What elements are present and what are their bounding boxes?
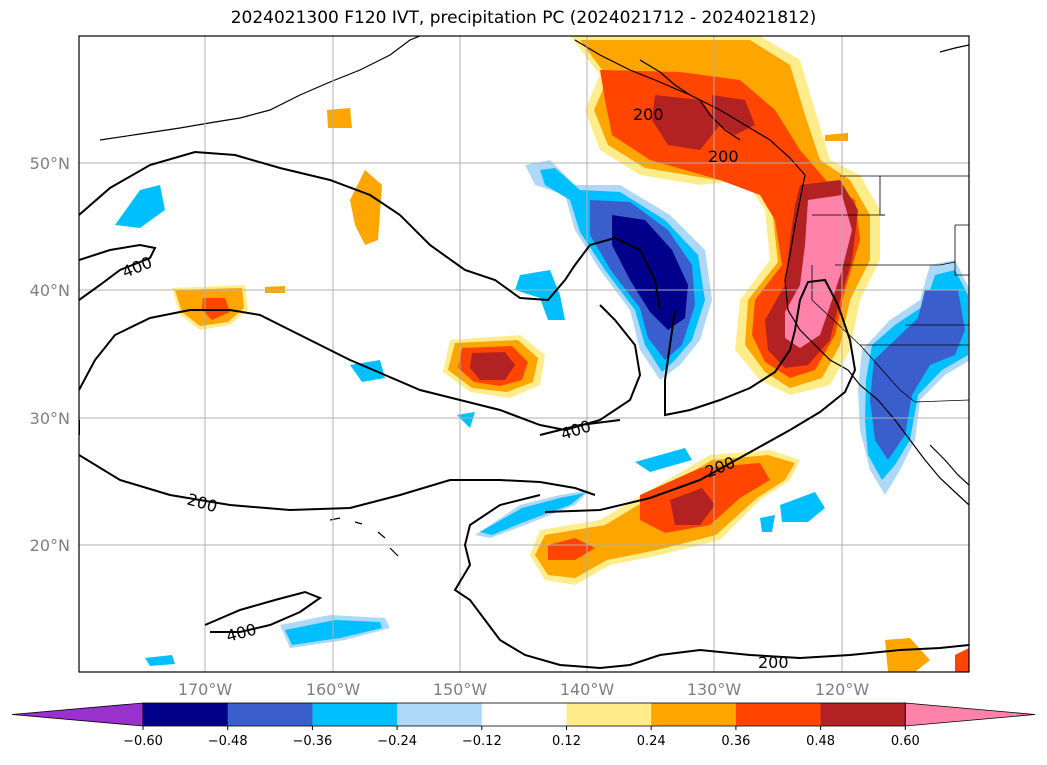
colorbar-segment — [481, 703, 567, 726]
colorbar-segment — [566, 703, 652, 726]
colorbar-segment — [820, 703, 906, 726]
colorbar-tick-label: 0.24 — [637, 734, 666, 749]
colorbar-tick-label: −0.60 — [123, 734, 163, 749]
colorbar-extend-right — [904, 702, 1036, 727]
colorbar-segment — [312, 703, 398, 726]
negative-anomaly-small — [115, 185, 825, 666]
plot-border — [78, 35, 970, 673]
colorbar: −0.60 −0.48 −0.36 −0.24 −0.12 0.12 0.24 0.36 0.4… — [11, 702, 1036, 749]
map-title: 2024021300 F120 IVT, precipitation PC (2… — [230, 8, 817, 28]
colorbar-tick-label: −0.12 — [462, 734, 502, 749]
lon-label: 120°W — [815, 680, 870, 699]
colorbar-tick-label: 0.48 — [806, 734, 835, 749]
colorbar-extend-left — [11, 702, 144, 727]
colorbar-segment — [397, 703, 483, 726]
colorbar-segment — [651, 703, 737, 726]
contour-label: 200 — [708, 147, 739, 166]
colorbar-tick-label: 0.36 — [721, 734, 750, 749]
longitude-labels: 170°W 160°W 150°W 140°W 130°W 120°W — [178, 680, 870, 699]
lat-label: 50°N — [30, 154, 70, 173]
colorbar-tick-label: 0.12 — [552, 734, 581, 749]
borders — [811, 175, 969, 403]
contour-label: 200 — [633, 105, 664, 124]
colorbar-border — [142, 702, 906, 727]
lon-label: 170°W — [178, 680, 233, 699]
colorbar-segment — [227, 703, 313, 726]
coastlines — [99, 36, 969, 557]
colorbar-tick-label: −0.36 — [292, 734, 332, 749]
positive-anomaly-nw — [570, 36, 880, 395]
lon-label: 130°W — [687, 680, 742, 699]
latitude-labels: 50°N 40°N 30°N 20°N — [30, 154, 70, 555]
gridlines — [79, 36, 969, 672]
positive-anomaly-subtropical — [172, 108, 969, 672]
lon-label: 140°W — [560, 680, 615, 699]
contour-label: 200 — [758, 653, 789, 672]
colorbar-segment — [735, 703, 822, 726]
lat-label: 30°N — [30, 409, 70, 428]
lon-label: 160°W — [306, 680, 361, 699]
colorbar-segment — [143, 703, 229, 726]
lon-label: 150°W — [433, 680, 488, 699]
colorbar-tick-label: 0.60 — [891, 734, 920, 749]
negative-anomaly-central — [525, 160, 712, 380]
colorbar-tick-label: −0.48 — [208, 734, 248, 749]
lat-label: 40°N — [30, 281, 70, 300]
lat-label: 20°N — [30, 536, 70, 555]
colorbar-tick-label: −0.24 — [377, 734, 417, 749]
ivt-contours — [79, 150, 969, 670]
